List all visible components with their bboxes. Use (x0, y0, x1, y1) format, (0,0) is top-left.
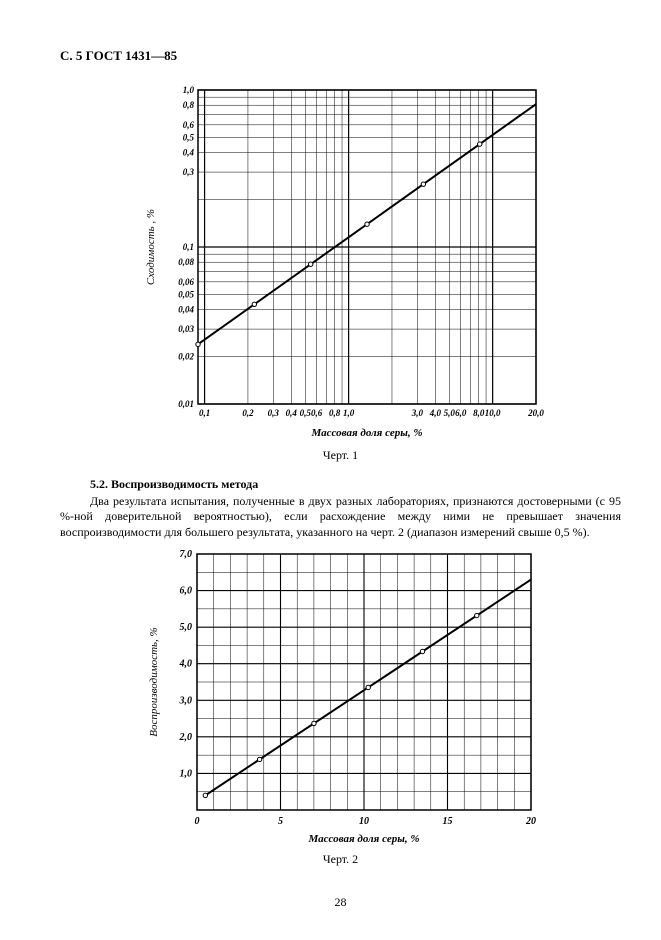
section-body: Два результата испытания, полученные в д… (60, 494, 621, 540)
svg-text:Массовая доля серы, %: Массовая доля серы, % (310, 427, 422, 439)
svg-text:4,0: 4,0 (428, 408, 441, 418)
svg-text:0,1: 0,1 (182, 242, 193, 252)
svg-text:4,0: 4,0 (178, 659, 192, 670)
svg-text:0,03: 0,03 (178, 324, 194, 334)
svg-text:1,0: 1,0 (342, 408, 354, 418)
svg-text:2,0: 2,0 (178, 732, 192, 743)
svg-text:3,0: 3,0 (410, 408, 423, 418)
svg-text:0,06: 0,06 (178, 277, 194, 287)
svg-text:0,2: 0,2 (242, 408, 254, 418)
svg-text:5,0: 5,0 (179, 622, 192, 633)
svg-text:0,5: 0,5 (182, 132, 194, 142)
svg-text:8,0: 8,0 (473, 408, 485, 418)
svg-text:0,1: 0,1 (198, 408, 209, 418)
svg-text:0,04: 0,04 (178, 304, 194, 314)
svg-text:0,4: 0,4 (182, 147, 194, 157)
svg-text:5,0: 5,0 (443, 408, 455, 418)
svg-text:0,4: 0,4 (285, 408, 297, 418)
svg-text:0,6: 0,6 (182, 120, 194, 130)
chart-2: 0 5 10 15 20 1,0 2,0 3,0 4,0 5,0 6,0 7,0 Массовая до… (141, 546, 541, 846)
svg-text:0,3: 0,3 (267, 408, 279, 418)
svg-text:0,5: 0,5 (299, 408, 311, 418)
chart-1-caption: Черт. 1 (60, 448, 621, 463)
svg-text:1,0: 1,0 (179, 769, 192, 780)
svg-text:Массовая доля серы, %: Массовая доля серы, % (307, 833, 419, 845)
svg-text:Сходимость , %: Сходимость , % (145, 209, 157, 285)
svg-text:3,0: 3,0 (178, 695, 192, 706)
page-header: С. 5 ГОСТ 1431—85 (60, 48, 621, 64)
svg-text:0: 0 (194, 816, 199, 827)
chart-1: 0,10,20,30,40,50,60,81,03,04,05,06,08,01… (136, 82, 546, 442)
svg-text:0,02: 0,02 (178, 352, 194, 362)
svg-text:6,0: 6,0 (179, 586, 192, 597)
svg-text:0,6: 0,6 (311, 408, 323, 418)
svg-text:20,0: 20,0 (527, 408, 544, 418)
svg-text:10,0: 10,0 (484, 408, 500, 418)
svg-text:0,8: 0,8 (329, 408, 341, 418)
chart-2-container: 0 5 10 15 20 1,0 2,0 3,0 4,0 5,0 6,0 7,0 Массовая до… (60, 546, 621, 867)
svg-text:0,05: 0,05 (178, 289, 194, 299)
svg-text:7,0: 7,0 (179, 549, 192, 560)
svg-text:0,01: 0,01 (178, 399, 194, 409)
svg-text:15: 15 (442, 816, 452, 827)
svg-text:20: 20 (525, 816, 536, 827)
section-title: 5.2. Воспроизводимость метода (60, 477, 621, 492)
svg-text:0,8: 0,8 (182, 100, 194, 110)
page-number: 28 (60, 895, 621, 910)
svg-text:0,08: 0,08 (178, 257, 194, 267)
chart-1-container: 0,10,20,30,40,50,60,81,03,04,05,06,08,01… (60, 82, 621, 463)
chart-2-caption: Черт. 2 (60, 852, 621, 867)
svg-text:Воспроизводимость, %: Воспроизводимость, % (148, 627, 160, 736)
svg-text:5: 5 (278, 816, 283, 827)
svg-text:10: 10 (359, 816, 369, 827)
svg-text:0,3: 0,3 (182, 167, 194, 177)
svg-text:6,0: 6,0 (455, 408, 467, 418)
svg-text:1,0: 1,0 (182, 85, 194, 95)
